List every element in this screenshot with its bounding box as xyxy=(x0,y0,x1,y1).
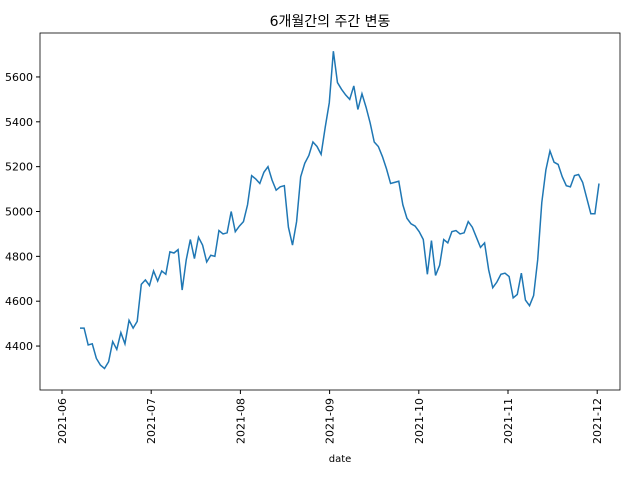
y-tick-label: 5200 xyxy=(5,161,33,174)
y-tick-label: 5000 xyxy=(5,206,33,219)
chart-title: 6개월간의 주간 변동 xyxy=(270,14,391,30)
y-tick-label: 4800 xyxy=(5,250,33,263)
x-tick-label: 2021-06 xyxy=(56,398,69,444)
data-line xyxy=(80,51,600,370)
x-tick-label: 2021-11 xyxy=(502,398,515,444)
x-tick-label: 2021-12 xyxy=(591,398,604,444)
x-tick-label: 2021-08 xyxy=(234,398,247,444)
x-tick-label: 2021-09 xyxy=(324,398,337,444)
x-tick-label: 2021-10 xyxy=(413,398,426,444)
plot-frame xyxy=(39,32,621,391)
y-tick-label: 5600 xyxy=(5,71,33,84)
y-tick-label: 4400 xyxy=(5,340,33,353)
y-tick-label: 5400 xyxy=(5,116,33,129)
y-tick-label: 4600 xyxy=(5,295,33,308)
x-axis-label: date xyxy=(329,454,352,465)
x-tick-label: 2021-07 xyxy=(145,398,158,444)
